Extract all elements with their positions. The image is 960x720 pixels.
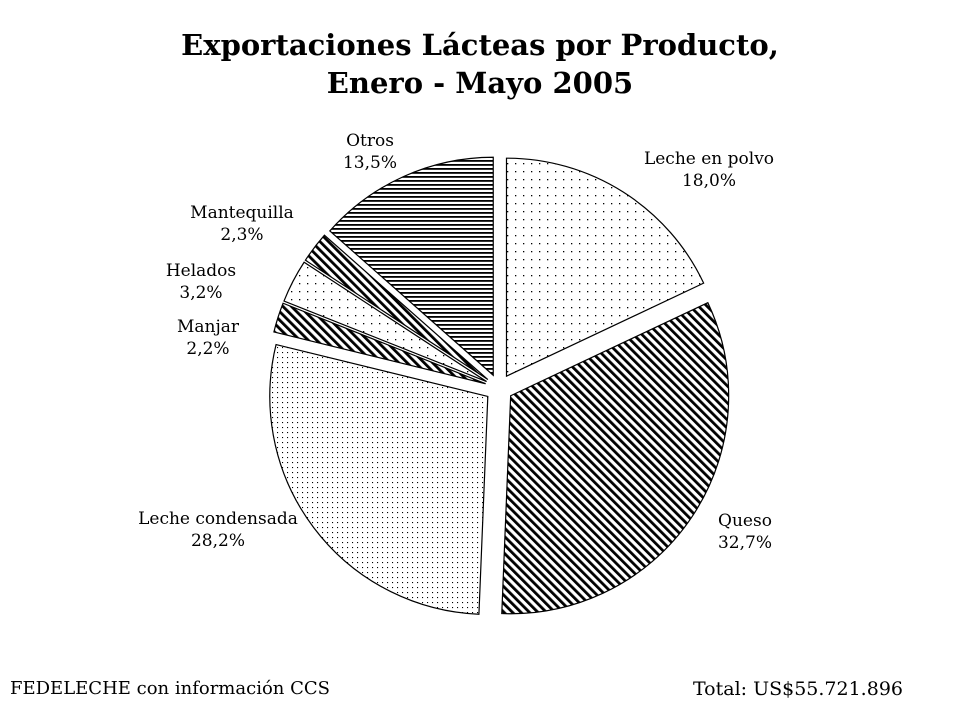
pie-slice-queso (501, 301, 730, 615)
pie-slice-mantequilla (304, 234, 489, 381)
slice-name: Helados (165, 261, 237, 281)
slice-percent: 3,2% (179, 283, 223, 303)
pie-slice-otros (328, 156, 494, 377)
pie-slice-leche-condensada (269, 343, 489, 615)
slice-percent: 18,0% (681, 171, 736, 191)
pie-slice-leche-en-polvo (505, 157, 705, 378)
slice-name: Queso (718, 511, 772, 531)
slice-label-queso: Queso 32,7% (690, 510, 800, 554)
slice-percent: 2,2% (186, 339, 230, 359)
chart-title-line-1: Exportaciones Lácteas por Producto, (181, 28, 779, 62)
slice-percent: 28,2% (190, 531, 245, 551)
slice-name: Leche en polvo (643, 149, 775, 169)
slice-label-manjar: Manjar 2,2% (158, 316, 258, 360)
slice-label-leche-condensada: Leche condensada 28,2% (120, 508, 316, 552)
chart-title: Exportaciones Lácteas por Producto, Ener… (0, 26, 960, 102)
slice-label-otros: Otros 13,5% (320, 130, 420, 174)
total-note: Total: US$55.721.896 (692, 678, 903, 700)
slice-percent: 32,7% (717, 533, 772, 553)
slice-name: Otros (346, 131, 394, 151)
pie-slice-helados (283, 261, 487, 383)
slice-name: Leche condensada (138, 509, 298, 529)
slice-name: Mantequilla (190, 203, 294, 223)
pie-slice-manjar (273, 302, 486, 385)
source-note: FEDELECHE con información CCS (10, 678, 330, 699)
slice-percent: 2,3% (220, 225, 264, 245)
slice-label-mantequilla: Mantequilla 2,3% (174, 202, 310, 246)
chart-title-line-2: Enero - Mayo 2005 (326, 66, 634, 100)
slice-label-leche-en-polvo: Leche en polvo 18,0% (614, 148, 804, 192)
slice-label-helados: Helados 3,2% (146, 260, 256, 304)
slice-percent: 13,5% (342, 153, 397, 173)
slice-name: Manjar (176, 317, 240, 337)
